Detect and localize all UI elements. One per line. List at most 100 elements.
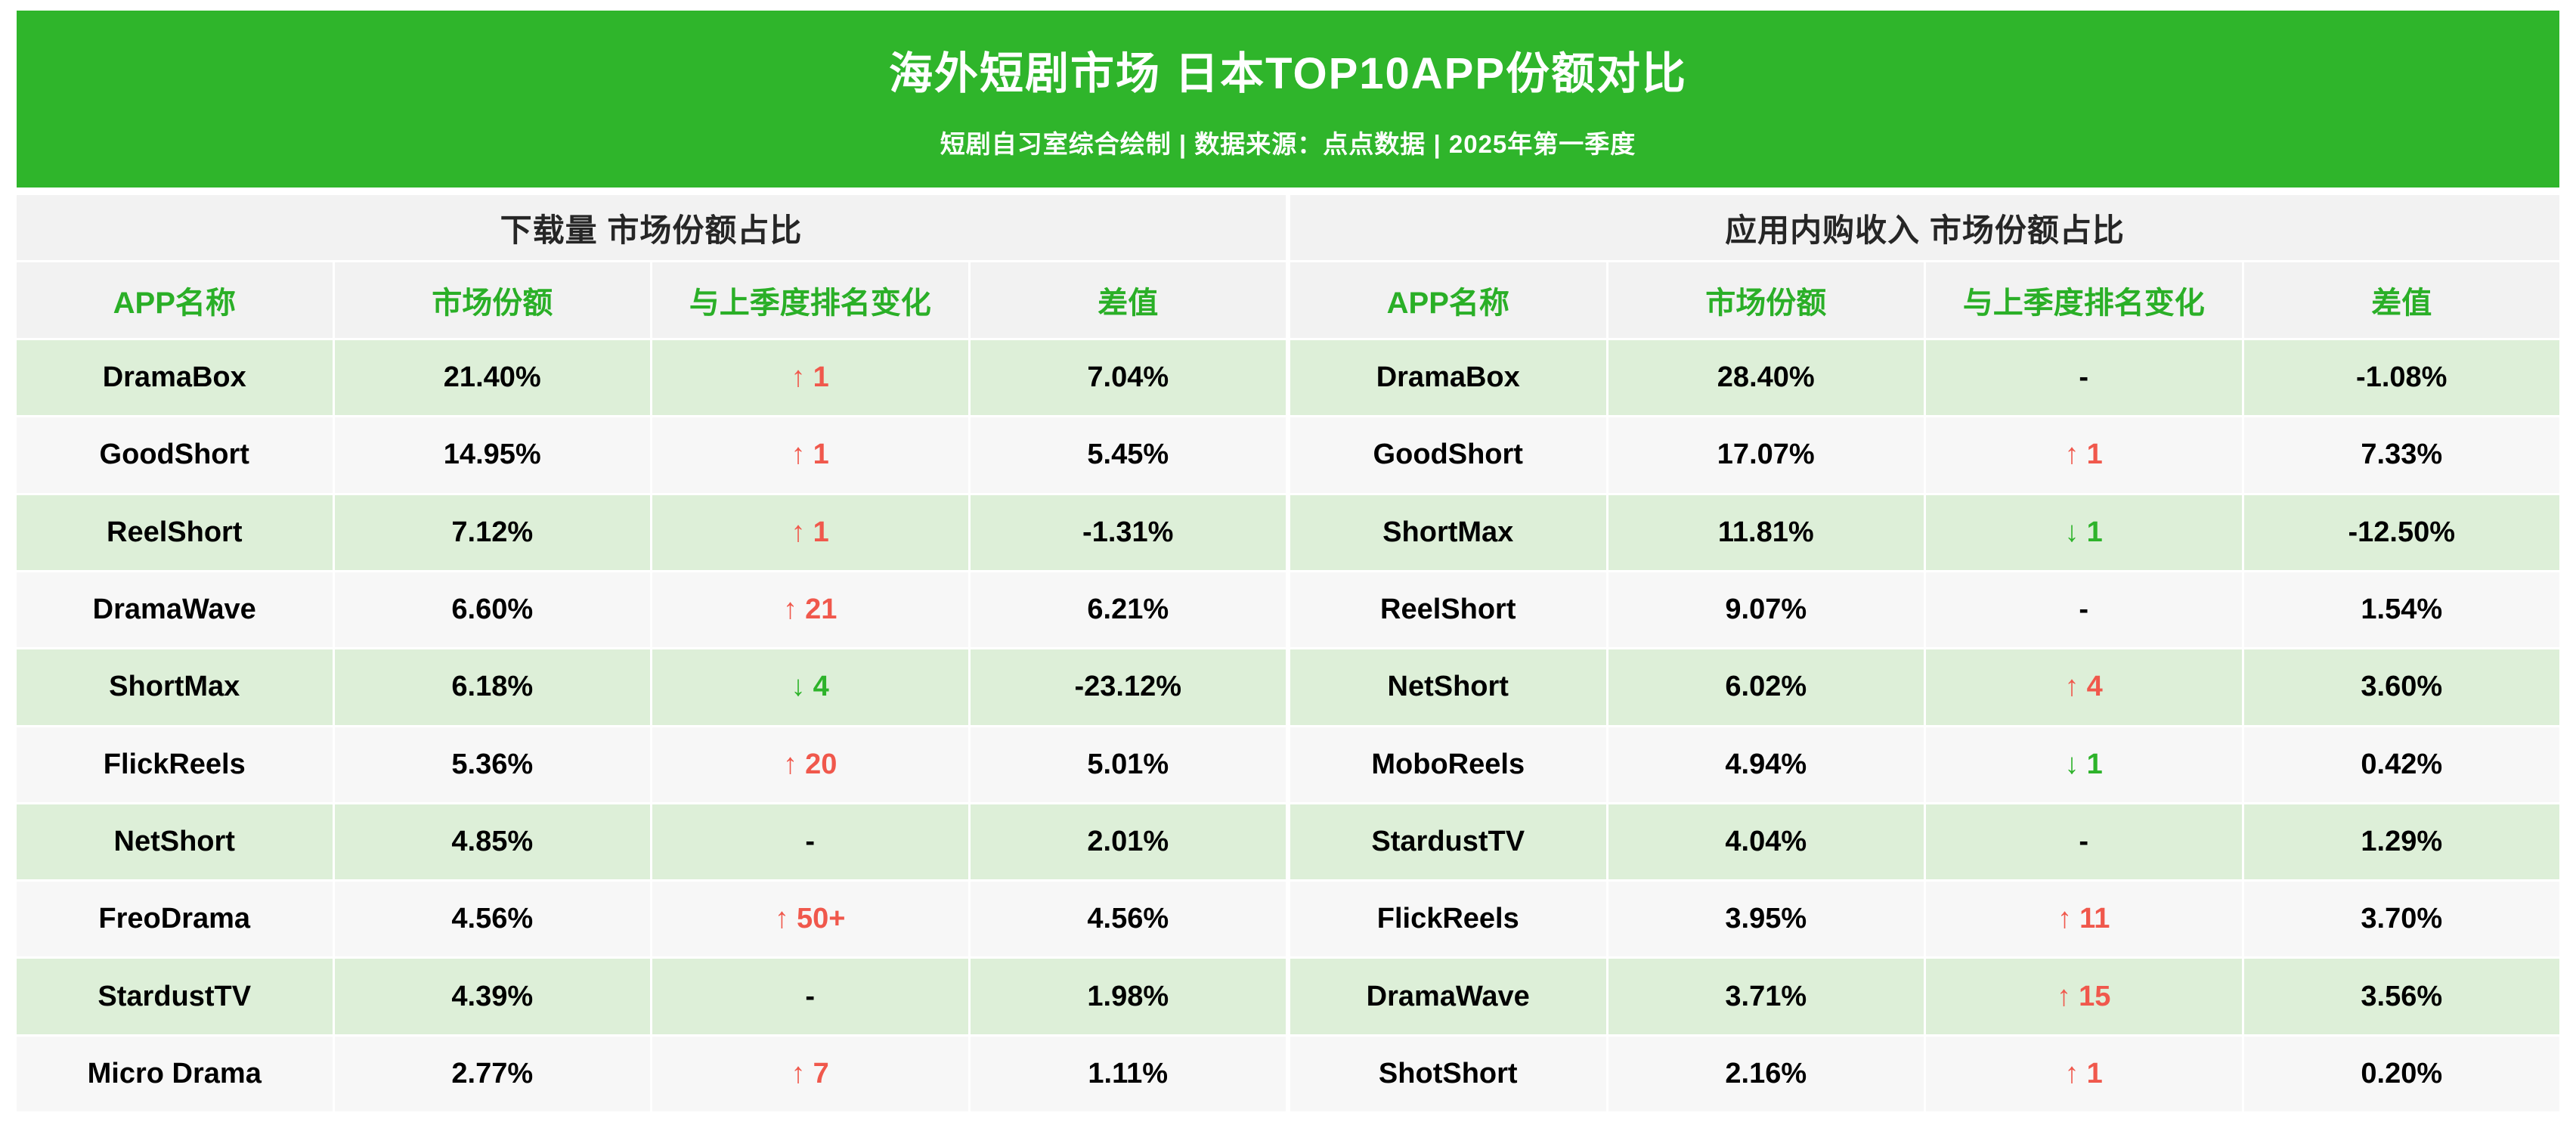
up-arrow-icon: ↑	[2064, 439, 2079, 471]
market-share-cell: 2.16%	[1608, 1036, 1924, 1111]
market-share-cell: 17.07%	[1608, 417, 1924, 493]
diff-cell: -1.31%	[970, 494, 1286, 570]
app-name-cell: NetShort	[1290, 649, 1606, 725]
column-header-rank-change: 与上季度排名变化	[652, 262, 968, 338]
market-share-cell: 4.04%	[1608, 804, 1924, 880]
rank-change-cell: -	[652, 959, 968, 1034]
diff-cell: 5.01%	[970, 727, 1286, 802]
app-name-cell: GoodShort	[1290, 417, 1606, 493]
diff-cell: 3.60%	[2243, 649, 2559, 725]
iap-revenue-share-table: 应用内购收入 市场份额占比 APP名称 市场份额 与上季度排名变化 差值 Dra…	[1290, 195, 2559, 1111]
rank-change-cell: ↑ 1	[1926, 417, 2242, 493]
app-name-cell: DramaWave	[1290, 959, 1606, 1034]
rank-change-cell: ↑ 20	[652, 727, 968, 802]
app-name-cell: ShotShort	[1290, 1036, 1606, 1111]
market-share-cell: 4.39%	[334, 959, 650, 1034]
column-header-diff: 差值	[2243, 262, 2559, 338]
market-share-cell: 7.12%	[334, 494, 650, 570]
rank-change-cell: ↑ 1	[652, 494, 968, 570]
up-arrow-icon: ↑	[2057, 980, 2072, 1012]
market-share-cell: 6.18%	[334, 649, 650, 725]
app-name-cell: ReelShort	[17, 494, 333, 570]
column-header-market-share: 市场份额	[1608, 262, 1924, 338]
app-name-cell: FreoDrama	[17, 882, 333, 957]
rank-change-cell: ↓ 1	[1926, 494, 2242, 570]
column-header-market-share: 市场份额	[334, 262, 650, 338]
diff-cell: 7.04%	[970, 340, 1286, 416]
rank-change-cell: ↑ 11	[1926, 882, 2242, 957]
diff-cell: -23.12%	[970, 649, 1286, 725]
up-arrow-icon: ↑	[791, 439, 806, 471]
up-arrow-icon: ↑	[2057, 903, 2073, 935]
market-share-cell: 6.60%	[334, 572, 650, 648]
market-share-cell: 21.40%	[334, 340, 650, 416]
app-name-cell: ReelShort	[1290, 572, 1606, 648]
app-name-cell: DramaWave	[17, 572, 333, 648]
rank-change-cell: ↓ 4	[652, 649, 968, 725]
rank-change-cell: ↑ 21	[652, 572, 968, 648]
market-share-cell: 14.95%	[334, 417, 650, 493]
market-share-cell: 28.40%	[1608, 340, 1924, 416]
up-arrow-icon: ↑	[791, 1057, 806, 1089]
rank-change-cell: -	[1926, 572, 2242, 648]
tables-container: 下载量 市场份额占比 APP名称 市场份额 与上季度排名变化 差值 DramaB…	[17, 195, 2559, 1111]
down-arrow-icon: ↓	[2064, 748, 2079, 780]
rank-change-cell: ↑ 50+	[652, 882, 968, 957]
diff-cell: 5.45%	[970, 417, 1286, 493]
diff-cell: 4.56%	[970, 882, 1286, 957]
market-share-cell: 2.77%	[334, 1036, 650, 1111]
market-share-cell: 11.81%	[1608, 494, 1924, 570]
rank-change-cell: ↓ 1	[1926, 727, 2242, 802]
up-arrow-icon: ↑	[783, 594, 798, 626]
column-header-app-name: APP名称	[1290, 262, 1606, 338]
rank-change-cell: ↑ 15	[1926, 959, 2242, 1034]
app-name-cell: NetShort	[17, 804, 333, 880]
diff-cell: 3.70%	[2243, 882, 2559, 957]
up-arrow-icon: ↑	[2064, 671, 2079, 703]
rank-change-cell: -	[1926, 340, 2242, 416]
column-header-diff: 差值	[970, 262, 1286, 338]
rank-change-cell: ↑ 1	[652, 417, 968, 493]
app-name-cell: DramaBox	[17, 340, 333, 416]
diff-cell: 7.33%	[2243, 417, 2559, 493]
up-arrow-icon: ↑	[2064, 1057, 2079, 1089]
rank-change-cell: ↑ 7	[652, 1036, 968, 1111]
market-share-cell: 3.71%	[1608, 959, 1924, 1034]
diff-cell: 1.98%	[970, 959, 1286, 1034]
diff-cell: 1.11%	[970, 1036, 1286, 1111]
diff-cell: 3.56%	[2243, 959, 2559, 1034]
app-name-cell: ShortMax	[17, 649, 333, 725]
diff-cell: 1.29%	[2243, 804, 2559, 880]
up-arrow-icon: ↑	[791, 516, 806, 548]
rank-change-cell: ↑ 4	[1926, 649, 2242, 725]
rank-change-cell: ↑ 1	[652, 340, 968, 416]
app-name-cell: GoodShort	[17, 417, 333, 493]
app-name-cell: Micro Drama	[17, 1036, 333, 1111]
up-arrow-icon: ↑	[783, 748, 798, 780]
market-share-cell: 6.02%	[1608, 649, 1924, 725]
rank-change-cell: ↑ 1	[1926, 1036, 2242, 1111]
diff-cell: -1.08%	[2243, 340, 2559, 416]
app-name-cell: FlickReels	[1290, 882, 1606, 957]
column-header-app-name: APP名称	[17, 262, 333, 338]
rank-change-cell: -	[1926, 804, 2242, 880]
market-share-cell: 4.85%	[334, 804, 650, 880]
downloads-share-table: 下载量 市场份额占比 APP名称 市场份额 与上季度排名变化 差值 DramaB…	[17, 195, 1286, 1111]
section-title-downloads: 下载量 市场份额占比	[17, 195, 1286, 260]
market-share-cell: 5.36%	[334, 727, 650, 802]
column-header-rank-change: 与上季度排名变化	[1926, 262, 2242, 338]
app-name-cell: DramaBox	[1290, 340, 1606, 416]
up-arrow-icon: ↑	[775, 903, 790, 935]
app-name-cell: FlickReels	[17, 727, 333, 802]
section-title-iap-revenue: 应用内购收入 市场份额占比	[1290, 195, 2559, 260]
market-share-cell: 4.94%	[1608, 727, 1924, 802]
diff-cell: -12.50%	[2243, 494, 2559, 570]
page-title: 海外短剧市场 日本TOP10APP份额对比	[888, 49, 1688, 98]
diff-cell: 6.21%	[970, 572, 1286, 648]
app-name-cell: StardustTV	[17, 959, 333, 1034]
market-share-cell: 3.95%	[1608, 882, 1924, 957]
up-arrow-icon: ↑	[791, 361, 806, 394]
app-name-cell: StardustTV	[1290, 804, 1606, 880]
down-arrow-icon: ↓	[791, 671, 806, 703]
